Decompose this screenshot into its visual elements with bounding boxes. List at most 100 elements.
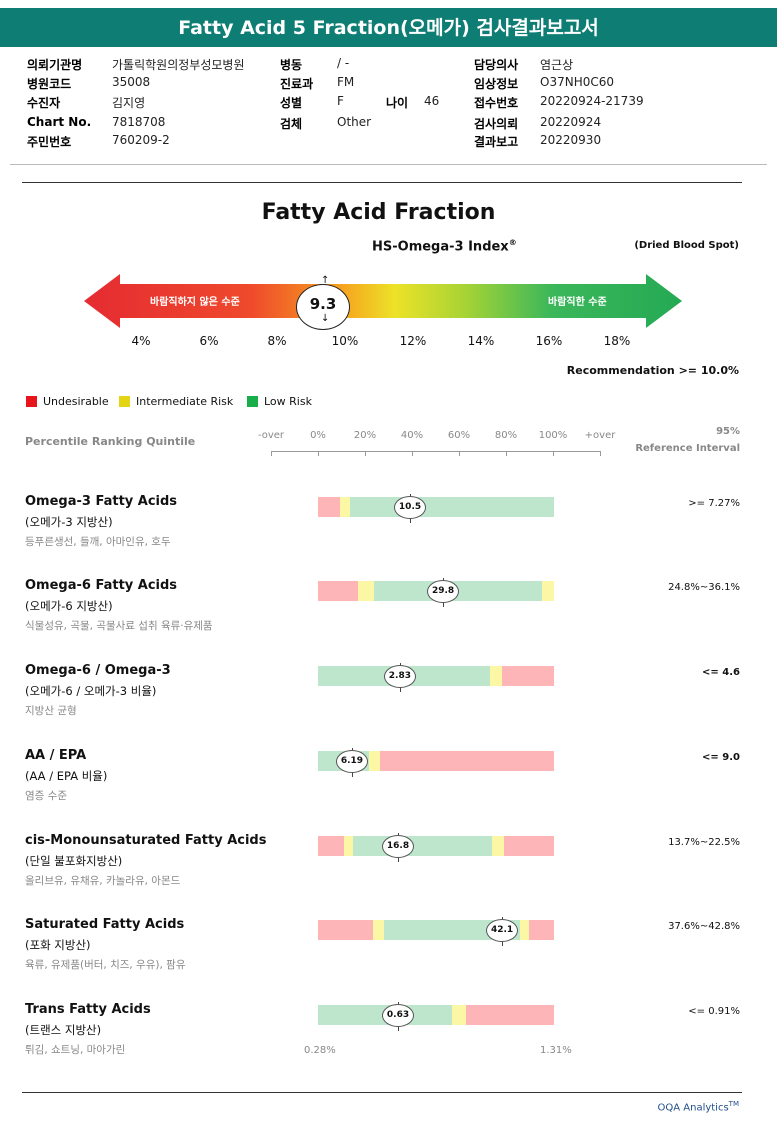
row-bar: [318, 1005, 554, 1025]
row-reference-interval: >= 7.27%: [688, 498, 740, 509]
quintile-axis-tick: [553, 451, 554, 456]
bar-segment: [384, 920, 520, 940]
header-value: FM: [337, 75, 355, 89]
scale-label: 16%: [535, 334, 563, 348]
bar-segment: [372, 920, 385, 940]
row-korean-title: (트랜스 지방산): [25, 1023, 102, 1037]
trademark-mark: TM: [728, 1100, 739, 1108]
arrow-left-label: 바람직하지 않은 수준: [150, 297, 240, 308]
row-value-badge: 42.1: [486, 919, 519, 942]
legend-swatch: [247, 396, 258, 407]
row-food-sources: 지방산 균형: [25, 705, 77, 717]
row-food-sources: 염증 수준: [25, 790, 67, 802]
bar-segment: [368, 751, 381, 771]
marker-down-arrow: ↓: [321, 313, 330, 324]
header-label: 검사의뢰: [474, 117, 519, 131]
fraction-title: Fatty Acid Fraction: [261, 200, 496, 225]
row-bar: [318, 666, 554, 686]
row-bar: [318, 836, 554, 856]
percentile-ranking-label: Percentile Ranking Quintile: [25, 435, 196, 448]
header-label: 수진자: [27, 96, 61, 110]
row-reference-interval: <= 4.6: [702, 667, 740, 678]
header-value: 35008: [112, 75, 151, 89]
legend-swatch: [26, 396, 37, 407]
header-value: 760209-2: [112, 133, 170, 147]
header-value: 염근상: [540, 58, 574, 72]
header-label: 병원코드: [27, 77, 72, 91]
row-korean-title: (단일 불포화지방산): [25, 854, 123, 868]
bar-segment: [352, 836, 492, 856]
row-korean-title: (오메가-6 지방산): [25, 599, 113, 613]
bar-segment: [490, 666, 503, 686]
recommendation-text: Recommendation >= 10.0%: [566, 364, 739, 377]
row-korean-title: (AA / EPA 비율): [25, 769, 108, 783]
header-value: F: [337, 94, 344, 108]
header-label: 진료과: [280, 77, 314, 91]
omega3-index-value: 9.3: [309, 295, 337, 313]
legend-label: Intermediate Risk: [136, 395, 234, 408]
scale-label: 18%: [603, 334, 631, 348]
scale-label: 6%: [199, 334, 219, 348]
scale-label: 14%: [467, 334, 495, 348]
bar-segment: [520, 920, 529, 940]
header-label: 접수번호: [474, 96, 519, 110]
omega3-index-subtitle: HS-Omega-3 Index®: [372, 238, 517, 254]
header-label: 임상정보: [474, 77, 519, 91]
quintile-axis-tick: [271, 451, 272, 456]
quintile-tick-label: 40%: [400, 430, 424, 441]
bar-segment: [528, 920, 554, 940]
quintile-axis-line: [271, 451, 600, 452]
bar-segment: [503, 836, 554, 856]
age-value: 46: [424, 94, 440, 108]
scale-label: 8%: [267, 334, 287, 348]
bar-segment: [343, 836, 353, 856]
trans-scale-min: 0.28%: [304, 1045, 336, 1056]
row-korean-title: (오메가-3 지방산): [25, 515, 113, 529]
row-title: Omega-6 Fatty Acids: [25, 578, 178, 593]
header-label: 검체: [280, 117, 303, 131]
reference-interval-label: Reference Interval: [635, 443, 740, 454]
row-title: cis-Monounsaturated Fatty Acids: [25, 833, 267, 848]
row-food-sources: 등푸른생선, 들깨, 아마인유, 호두: [25, 536, 171, 548]
bar-segment: [502, 666, 554, 686]
header-value: 20220924-21739: [540, 94, 644, 108]
quintile-tick-label: 0%: [310, 430, 326, 441]
header-value: 김지영: [112, 96, 146, 110]
row-food-sources: 올리브유, 유채유, 카놀라유, 아몬드: [25, 875, 181, 887]
marker-tick-bottom: [351, 771, 353, 777]
row-bar: [318, 497, 554, 517]
bar-segment: [541, 581, 554, 601]
omega3-gradient-arrow: [84, 274, 682, 328]
marker-up-arrow: ↑: [321, 275, 330, 286]
row-bar: [318, 920, 554, 940]
bar-segment: [318, 497, 340, 517]
row-reference-interval: 13.7%~22.5%: [668, 837, 740, 848]
marker-tick-bottom: [502, 940, 504, 946]
bar-segment: [350, 497, 554, 517]
row-food-sources: 육류, 유제품(버터, 치즈, 우유), 팜유: [25, 959, 186, 971]
quintile-tick-label: -over: [257, 430, 285, 441]
marker-tick-bottom: [398, 856, 399, 862]
header-value: / -: [337, 56, 350, 70]
trans-scale-max: 1.31%: [540, 1045, 572, 1056]
row-reference-interval: 24.8%~36.1%: [668, 582, 740, 593]
marker-tick-bottom: [443, 601, 445, 607]
header-label: 주민번호: [27, 135, 72, 149]
arrow-shape: [84, 274, 682, 328]
bar-segment: [465, 1005, 554, 1025]
row-korean-title: (오메가-6 / 오메가-3 비율): [25, 684, 157, 698]
scale-label: 10%: [331, 334, 359, 348]
bar-segment: [339, 497, 351, 517]
header-value: Other: [337, 115, 372, 129]
bar-segment: [358, 581, 374, 601]
row-title: AA / EPA: [25, 748, 87, 763]
row-title: Omega-3 Fatty Acids: [25, 494, 178, 509]
header-label: 병동: [280, 58, 303, 72]
row-reference-interval: <= 9.0: [702, 752, 740, 763]
scale-label: 12%: [399, 334, 427, 348]
marker-tick-bottom: [410, 517, 412, 523]
row-value-badge: 0.63: [382, 1004, 414, 1027]
header-label: 결과보고: [474, 135, 519, 149]
section-bottom-rule: [22, 1092, 742, 1093]
header-value: 20220924: [540, 115, 602, 129]
